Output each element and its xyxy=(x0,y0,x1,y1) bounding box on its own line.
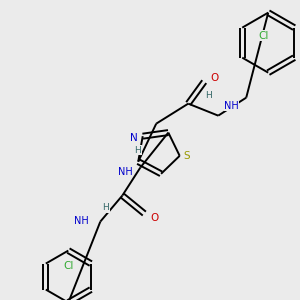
Text: S: S xyxy=(183,151,190,161)
Text: N: N xyxy=(130,133,138,143)
Text: O: O xyxy=(150,213,158,223)
Text: NH: NH xyxy=(224,100,239,111)
Text: Cl: Cl xyxy=(63,261,74,271)
Text: NH: NH xyxy=(74,216,88,226)
Text: H: H xyxy=(134,146,141,155)
Text: NH: NH xyxy=(118,167,132,177)
Text: Cl: Cl xyxy=(258,31,268,40)
Text: H: H xyxy=(102,203,109,212)
Text: O: O xyxy=(210,73,218,82)
Text: H: H xyxy=(205,91,211,100)
